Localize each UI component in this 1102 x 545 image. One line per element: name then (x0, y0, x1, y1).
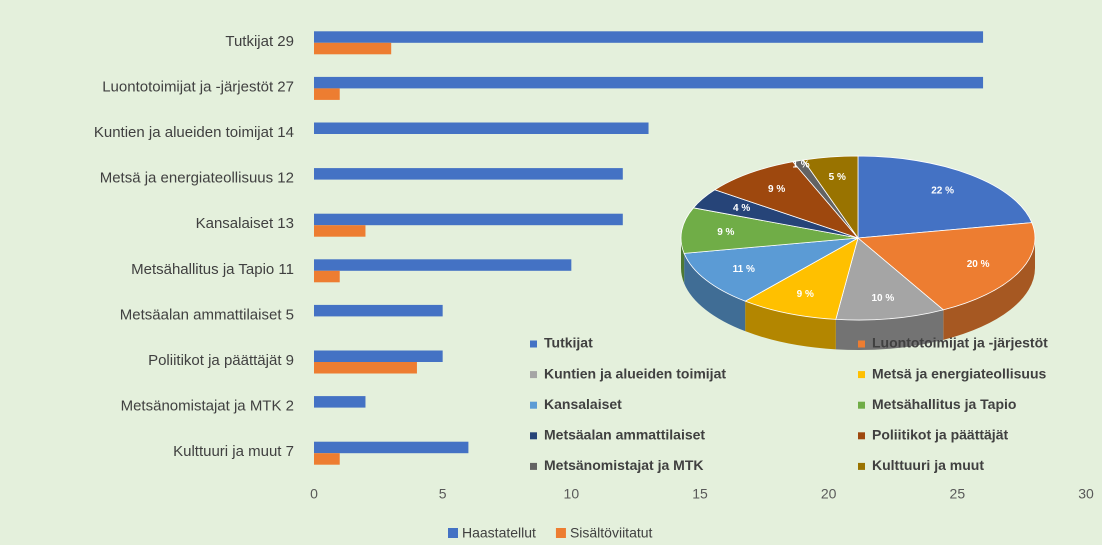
legend-label: Poliitikot ja päättäjät (872, 427, 1008, 443)
pie-label: 10 % (871, 293, 894, 304)
pie-label: 9 % (717, 227, 734, 238)
bar (314, 453, 340, 465)
bar (314, 76, 984, 89)
legend-label: Haastatellut (462, 525, 536, 541)
legend-label: Metsäalan ammattilaiset (544, 427, 705, 443)
y-tick-label: Metsä ja energiateollisuus 12 (100, 170, 294, 187)
pie-label: 11 % (733, 264, 755, 275)
legend-swatch (448, 528, 458, 538)
legend-label: Kansalaiset (544, 396, 622, 412)
legend-swatch (858, 432, 865, 440)
bar (314, 122, 649, 134)
bar (314, 396, 366, 408)
pie-slice (713, 161, 860, 239)
pie-slice (835, 237, 945, 321)
bar (314, 88, 340, 100)
legend-swatch (858, 340, 865, 348)
y-tick-label: Metsähallitus ja Tapio 11 (131, 261, 294, 278)
legend-swatch (530, 340, 537, 348)
legend-swatch (858, 401, 865, 409)
pie-slice (802, 155, 859, 240)
pie-label: 20 % (967, 259, 990, 270)
bar (314, 350, 443, 362)
legend-swatch (530, 462, 537, 470)
bar (314, 304, 443, 317)
x-tick-label: 25 (950, 486, 966, 502)
x-tick-label: 15 (692, 486, 708, 502)
pie-side (943, 238, 1035, 340)
pie-slice (744, 237, 859, 320)
bar (314, 225, 366, 237)
bar (314, 259, 572, 271)
legend-label: Metsä ja energiateollisuus (872, 365, 1046, 381)
pie-side (684, 253, 746, 332)
pie-side (745, 301, 836, 350)
legend-label: Luontotoimijat ja -järjestöt (872, 335, 1048, 351)
pie-slice (680, 207, 859, 254)
pie-label: 22 % (931, 185, 954, 196)
pie-side (835, 309, 944, 350)
legend-swatch (858, 371, 865, 379)
y-tick-label: Poliitikot ja päättäjät 9 (148, 352, 294, 369)
y-tick-label: Luontotoimijat ja -järjestöt 27 (102, 78, 294, 95)
x-tick-label: 30 (1078, 486, 1094, 502)
x-tick-label: 20 (821, 486, 837, 502)
bar (314, 213, 623, 226)
bar (314, 168, 623, 180)
x-tick-label: 0 (310, 486, 318, 502)
legend-swatch (555, 528, 566, 538)
x-tick-label: 10 (564, 486, 580, 502)
legend-label: Tutkijat (544, 335, 593, 351)
y-tick-label: Tutkijat 29 (225, 33, 294, 50)
legend-label: Kuntien ja alueiden toimijat (544, 365, 726, 381)
bar (314, 270, 340, 283)
y-tick-label: Kansalaiset 13 (196, 215, 294, 232)
legend-label: Sisältöviitatut (570, 525, 653, 541)
y-tick-label: Metsänomistajat ja MTK 2 (121, 398, 294, 415)
y-tick-label: Metsäalan ammattilaiset 5 (120, 306, 294, 323)
legend-label: Metsänomistajat ja MTK (544, 457, 703, 473)
legend-swatch (530, 432, 537, 440)
legend-label: Metsähallitus ja Tapio (872, 396, 1016, 412)
pie-label: 9 % (768, 184, 785, 195)
legend-label: Kulttuuri ja muut (872, 457, 984, 473)
x-tick-label: 5 (439, 486, 447, 502)
y-tick-label: Kulttuuri ja muut 7 (173, 443, 294, 460)
legend-swatch (530, 401, 537, 409)
pie-side (681, 238, 685, 284)
bar (314, 362, 417, 374)
bar (314, 441, 469, 454)
pie-slice (857, 155, 1033, 239)
pie-label: 9 % (797, 289, 814, 300)
legend-swatch (858, 462, 865, 470)
pie-label: 5 % (829, 172, 846, 183)
pie-label: 4 % (733, 203, 750, 214)
legend-swatch (530, 371, 537, 379)
bar (314, 31, 984, 43)
pie-label: 1 % (792, 159, 809, 170)
pie-slice (683, 237, 859, 302)
bar (314, 42, 392, 55)
pie-slice (857, 222, 1036, 311)
y-tick-label: Kuntien ja alueiden toimijat 14 (94, 124, 294, 141)
